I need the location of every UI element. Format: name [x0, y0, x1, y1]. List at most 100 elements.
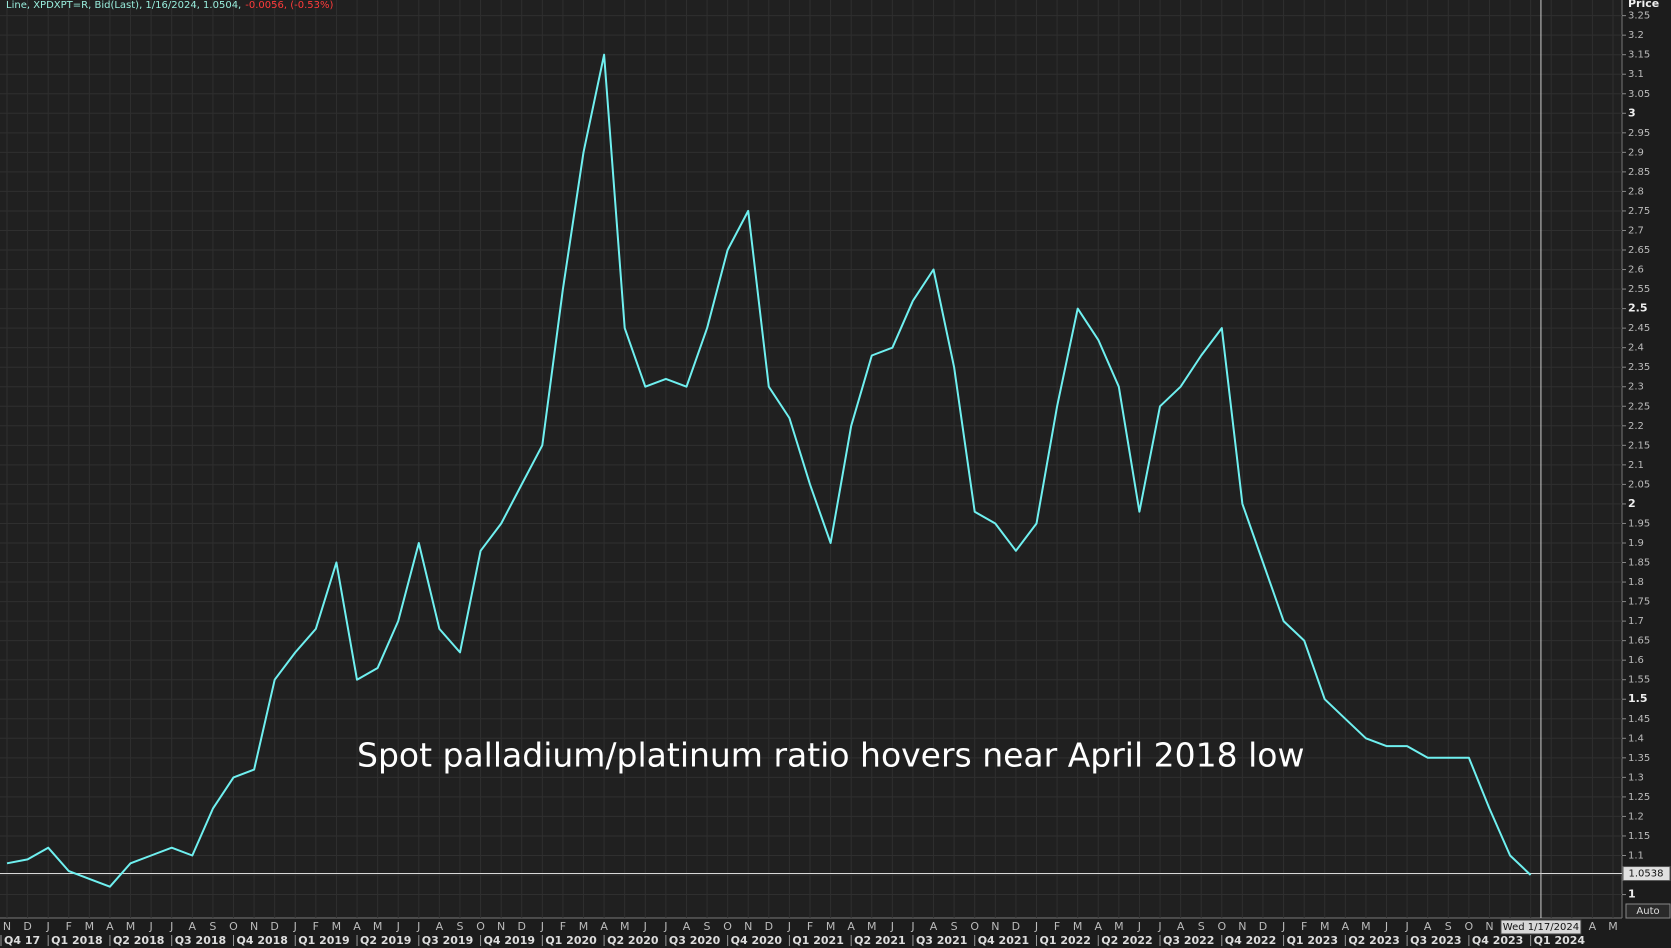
- y-tick-label: 2.05: [1628, 479, 1650, 490]
- y-tick-label: 2.3: [1628, 382, 1644, 393]
- y-tick-label: 3.25: [1628, 11, 1650, 22]
- y-tick-label: 2: [1628, 497, 1636, 510]
- y-tick-label: 1.65: [1628, 636, 1650, 647]
- x-tick-label: O: [1465, 920, 1474, 933]
- x-tick-label: A: [1177, 920, 1185, 933]
- x-tick-label: N: [991, 920, 999, 933]
- y-tick-label: 2.25: [1628, 401, 1650, 412]
- legend-change: -0.0056, (-0.53%): [245, 0, 333, 11]
- last-price-value: 1.0538: [1629, 869, 1664, 880]
- x-tick-label: J: [910, 920, 914, 933]
- x-tick-label: A: [600, 920, 608, 933]
- annotation: Spot palladium/platinum ratio hovers nea…: [357, 736, 1304, 775]
- x-tick-label: D: [270, 920, 278, 933]
- y-tick-label: 1.75: [1628, 597, 1650, 608]
- x-tick-label: F: [560, 920, 566, 933]
- x-tick-label: F: [313, 920, 319, 933]
- x-tick-label: J: [890, 920, 894, 933]
- last-price-tag: [1622, 866, 1671, 882]
- x-tick-label: N: [1485, 920, 1493, 933]
- quarter-label: Q2 2023: [1348, 934, 1399, 947]
- y-tick-label: 1.55: [1628, 675, 1650, 686]
- y-tick-label: 2.6: [1628, 265, 1644, 276]
- x-tick-label: J: [149, 920, 153, 933]
- price-line: [6, 53, 1532, 888]
- x-tick-label: J: [1034, 920, 1038, 933]
- y-tick-label: 2.85: [1628, 167, 1650, 178]
- x-tick-label: F: [66, 920, 72, 933]
- y-tick-label: 2.45: [1628, 323, 1650, 334]
- quarter-label: Q4 2019: [484, 934, 535, 947]
- x-tick-label: D: [23, 920, 31, 933]
- y-tick-label: 1.9: [1628, 538, 1644, 549]
- y-tick-label: 2.35: [1628, 362, 1650, 373]
- x-tick-label: M: [332, 920, 342, 933]
- y-tick-label: 1.3: [1628, 772, 1644, 783]
- x-tick-label: J: [1281, 920, 1285, 933]
- quarter-label: Q2 2019: [360, 934, 411, 947]
- x-tick-label: A: [1424, 920, 1432, 933]
- x-tick-label: O: [970, 920, 979, 933]
- legend: Line, XPDXPT=R, Bid(Last), 1/16/2024, 1.…: [6, 0, 333, 11]
- quarter-label: Q1 2022: [1039, 934, 1090, 947]
- quarter-label: Q4 2021: [978, 934, 1029, 947]
- x-tick-label: M: [579, 920, 589, 933]
- quarter-label: Q3 2020: [669, 934, 721, 947]
- x-tick-label: A: [847, 920, 855, 933]
- quarter-label: Q1 2018: [51, 934, 102, 947]
- y-tick-label: 1.6: [1628, 655, 1644, 666]
- y-tick-label: 1.25: [1628, 792, 1650, 803]
- x-tick-label: A: [1342, 920, 1350, 933]
- x-tick-label: J: [416, 920, 420, 933]
- x-tick-label: A: [189, 920, 197, 933]
- y-tick-label: 1.4: [1628, 733, 1644, 744]
- x-tick-label: N: [497, 920, 505, 933]
- x-tick-label: S: [704, 920, 711, 933]
- x-tick-label: M: [85, 920, 95, 933]
- x-tick-label: M: [867, 920, 877, 933]
- y-tick-label: 1.35: [1628, 753, 1650, 764]
- x-tick-label: J: [1157, 920, 1161, 933]
- x-tick-label: N: [250, 920, 258, 933]
- x-tick-label: M: [620, 920, 630, 933]
- x-tick-label: M: [1320, 920, 1330, 933]
- x-tick-label: A: [1094, 920, 1102, 933]
- auto-button[interactable]: [1625, 903, 1671, 919]
- x-tick-label: O: [476, 920, 485, 933]
- x-tick-label: S: [456, 920, 463, 933]
- y-tick-label: 3.15: [1628, 50, 1650, 61]
- y-tick-label: 1.15: [1628, 831, 1650, 842]
- x-tick-label: A: [683, 920, 691, 933]
- auto-button-label[interactable]: Auto: [1636, 906, 1659, 917]
- x-tick-label: O: [723, 920, 732, 933]
- x-tick-label: J: [293, 920, 297, 933]
- y-tick-label: 2.7: [1628, 225, 1644, 236]
- x-tick-label: J: [663, 920, 667, 933]
- y-tick-label: 2.95: [1628, 128, 1650, 139]
- y-tick-label: 2.9: [1628, 147, 1644, 158]
- crosshair-date-box: [1500, 919, 1582, 935]
- x-tick-label: D: [1259, 920, 1267, 933]
- quarter-label: Q2 2022: [1101, 934, 1152, 947]
- x-tick-label: N: [3, 920, 11, 933]
- quarter-label: Q1 2020: [545, 934, 597, 947]
- x-tick-label: M: [1608, 920, 1618, 933]
- y-tick-label: 2.4: [1628, 343, 1644, 354]
- quarter-label: Q4 2018: [236, 934, 287, 947]
- x-tick-label: J: [540, 920, 544, 933]
- x-tick-label: M: [126, 920, 136, 933]
- y-tick-label: 2.15: [1628, 440, 1650, 451]
- y-axis-label: Price: [1628, 0, 1659, 10]
- x-tick-label: S: [951, 920, 958, 933]
- quarter-label: Q3 2023: [1410, 934, 1461, 947]
- x-tick-label: J: [643, 920, 647, 933]
- x-tick-label: A: [436, 920, 444, 933]
- y-tick-label: 2.1: [1628, 460, 1644, 471]
- y-tick-label: 1.45: [1628, 714, 1650, 725]
- quarter-label: Q1 2019: [298, 934, 349, 947]
- y-tick-label: 1: [1628, 888, 1636, 901]
- crosshair-date: Wed 1/17/2024: [1503, 922, 1579, 933]
- y-tick-label: 3.1: [1628, 69, 1644, 80]
- x-tick-label: N: [744, 920, 752, 933]
